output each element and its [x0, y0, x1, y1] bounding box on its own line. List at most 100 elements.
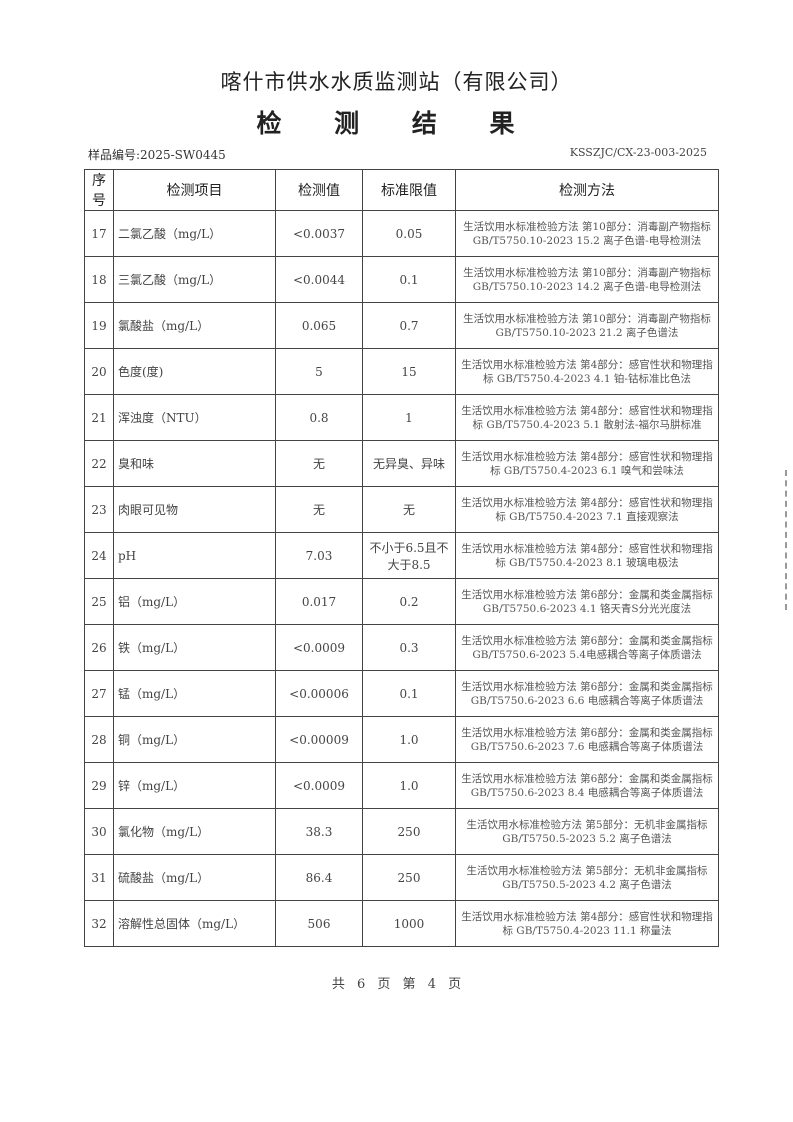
table-row: 18 三氯乙酸（mg/L） <0.0044 0.1 生活饮用水标准检验方法 第10部分：… [84, 256, 719, 303]
cell-value: 0.065 [275, 302, 363, 349]
cell-item: 锌（mg/L） [113, 762, 276, 809]
cell-no: 17 [84, 210, 114, 257]
cell-limit: 0.1 [362, 256, 456, 303]
cell-no: 21 [84, 394, 114, 441]
organization-name: 喀什市供水水质监测站（有限公司） [220, 70, 573, 94]
scan-edge-mark [785, 470, 793, 610]
table-row: 28 铜（mg/L） <0.00009 1.0 生活饮用水标准检验方法 第6部分：金属和… [84, 716, 719, 763]
cell-limit: 0.3 [362, 624, 456, 671]
cell-method: 生活饮用水标准检验方法 第6部分：金属和类金属指标 GB/T5750.6-202… [455, 670, 719, 717]
cell-item: 溶解性总固体（mg/L） [113, 900, 276, 947]
table-row: 32 溶解性总固体（mg/L） 506 1000 生活饮用水标准检验方法 第4部分：感官… [84, 900, 719, 947]
cell-item: 氯化物（mg/L） [113, 808, 276, 855]
cell-value: 506 [275, 900, 363, 947]
cell-limit: 15 [362, 348, 456, 395]
cell-limit: 1000 [362, 900, 456, 947]
cell-value: 无 [275, 440, 363, 487]
cell-value: 38.3 [275, 808, 363, 855]
cell-no: 22 [84, 440, 114, 487]
col-header-no: 序号 [84, 169, 114, 211]
cell-item: 三氯乙酸（mg/L） [113, 256, 276, 303]
cell-item: 二氯乙酸（mg/L） [113, 210, 276, 257]
cell-item: pH [113, 532, 276, 579]
cell-no: 18 [84, 256, 114, 303]
cell-limit: 0.2 [362, 578, 456, 625]
cell-item: 浑浊度（NTU） [113, 394, 276, 441]
results-table: 序号 检测项目 检测值 标准限值 检测方法 17 二氯乙酸（mg/L） <0.003… [84, 169, 719, 947]
cell-method: 生活饮用水标准检验方法 第10部分：消毒副产物指标 GB/T5750.10-20… [455, 302, 719, 349]
cell-method: 生活饮用水标准检验方法 第4部分：感官性状和物理指标 GB/T5750.4-20… [455, 532, 719, 579]
table-header-row: 序号 检测项目 检测值 标准限值 检测方法 [84, 169, 719, 211]
cell-method: 生活饮用水标准检验方法 第4部分：感官性状和物理指标 GB/T5750.4-20… [455, 440, 719, 487]
cell-value: 0.8 [275, 394, 363, 441]
table-row: 29 锌（mg/L） <0.0009 1.0 生活饮用水标准检验方法 第6部分：金属和类… [84, 762, 719, 809]
cell-item: 肉眼可见物 [113, 486, 276, 533]
table-row: 22 臭和味无无异臭、异味 生活饮用水标准检验方法 第4部分：感官性状和物理指标 G… [84, 440, 719, 487]
cell-method: 生活饮用水标准检验方法 第4部分：感官性状和物理指标 GB/T5750.4-20… [455, 486, 719, 533]
table-row: 25 铝（mg/L） 0.017 0.2 生活饮用水标准检验方法 第6部分：金属和类金属… [84, 578, 719, 625]
cell-value: <0.0037 [275, 210, 363, 257]
cell-no: 20 [84, 348, 114, 395]
cell-limit: 0.05 [362, 210, 456, 257]
col-header-method: 检测方法 [455, 169, 719, 211]
table-row: 27 锰（mg/L） <0.00006 0.1 生活饮用水标准检验方法 第6部分：金属和… [84, 670, 719, 717]
document-code: KSSZJC/CX-23-003-2025 [569, 146, 707, 159]
cell-value: 86.4 [275, 854, 363, 901]
cell-item: 铜（mg/L） [113, 716, 276, 763]
cell-method: 生活饮用水标准检验方法 第10部分：消毒副产物指标 GB/T5750.10-20… [455, 256, 719, 303]
table-row: 19 氯酸盐（mg/L） 0.065 0.7 生活饮用水标准检验方法 第10部分：消毒副… [84, 302, 719, 349]
cell-limit: 250 [362, 854, 456, 901]
cell-value: 无 [275, 486, 363, 533]
table-row: 23 肉眼可见物无无生活饮用水标准检验方法 第4部分：感官性状和物理指标 GB/T… [84, 486, 719, 533]
cell-value: 5 [275, 348, 363, 395]
table-row: 21 浑浊度（NTU） 0.8 1 生活饮用水标准检验方法 第4部分：感官性状和物理指标… [84, 394, 719, 441]
cell-item: 铝（mg/L） [113, 578, 276, 625]
cell-limit: 0.1 [362, 670, 456, 717]
cell-value: <0.00009 [275, 716, 363, 763]
cell-value: <0.0009 [275, 624, 363, 671]
cell-item: 臭和味 [113, 440, 276, 487]
cell-method: 生活饮用水标准检验方法 第6部分：金属和类金属指标 GB/T5750.6-202… [455, 716, 719, 763]
cell-no: 28 [84, 716, 114, 763]
cell-limit: 无异臭、异味 [362, 440, 456, 487]
cell-limit: 不小于6.5且不大于8.5 [362, 532, 456, 579]
cell-limit: 0.7 [362, 302, 456, 349]
cell-method: 生活饮用水标准检验方法 第4部分：感官性状和物理指标 GB/T5750.4-20… [455, 348, 719, 395]
col-header-limit: 标准限值 [362, 169, 456, 211]
cell-no: 30 [84, 808, 114, 855]
cell-limit: 250 [362, 808, 456, 855]
cell-value: <0.0044 [275, 256, 363, 303]
cell-method: 生活饮用水标准检验方法 第4部分：感官性状和物理指标 GB/T5750.4-20… [455, 900, 719, 947]
cell-no: 23 [84, 486, 114, 533]
cell-method: 生活饮用水标准检验方法 第5部分：无机非金属指标 GB/T5750.5-2023… [455, 808, 719, 855]
cell-value: 7.03 [275, 532, 363, 579]
cell-item: 硫酸盐（mg/L） [113, 854, 276, 901]
cell-limit: 1.0 [362, 716, 456, 763]
cell-method: 生活饮用水标准检验方法 第6部分：金属和类金属指标 GB/T5750.6-202… [455, 762, 719, 809]
table-row: 17 二氯乙酸（mg/L） <0.0037 0.05 生活饮用水标准检验方法 第10部分… [84, 210, 719, 257]
document-title: 检 测 结 果 [256, 109, 537, 138]
cell-no: 31 [84, 854, 114, 901]
cell-item: 氯酸盐（mg/L） [113, 302, 276, 349]
table-row: 24 pH 7.03 不小于6.5且不大于8.5 生活饮用水标准检验方法 第4部分：感官… [84, 532, 719, 579]
table-row: 26 铁（mg/L） <0.0009 0.3 生活饮用水标准检验方法 第6部分：金属和类… [84, 624, 719, 671]
cell-no: 19 [84, 302, 114, 349]
table-row: 31 硫酸盐（mg/L） 86.4 250 生活饮用水标准检验方法 第5部分：无机非金属… [84, 854, 719, 901]
cell-method: 生活饮用水标准检验方法 第6部分：金属和类金属指标 GB/T5750.6-202… [455, 624, 719, 671]
cell-value: <0.00006 [275, 670, 363, 717]
page-indicator: 共 6 页 第 4 页 [331, 977, 462, 992]
cell-no: 27 [84, 670, 114, 717]
cell-value: <0.0009 [275, 762, 363, 809]
cell-value: 0.017 [275, 578, 363, 625]
col-header-value: 检测值 [275, 169, 363, 211]
cell-no: 25 [84, 578, 114, 625]
cell-method: 生活饮用水标准检验方法 第10部分：消毒副产物指标 GB/T5750.10-20… [455, 210, 719, 257]
table-row: 30 氯化物（mg/L） 38.3 250 生活饮用水标准检验方法 第5部分：无机非金属… [84, 808, 719, 855]
sample-number: 样品编号:2025-SW0445 [88, 148, 226, 162]
cell-no: 24 [84, 532, 114, 579]
cell-item: 色度(度) [113, 348, 276, 395]
cell-limit: 1 [362, 394, 456, 441]
cell-limit: 1.0 [362, 762, 456, 809]
cell-item: 锰（mg/L） [113, 670, 276, 717]
table-row: 20 色度(度) 5 15 生活饮用水标准检验方法 第4部分：感官性状和物理指标 GB/… [84, 348, 719, 395]
